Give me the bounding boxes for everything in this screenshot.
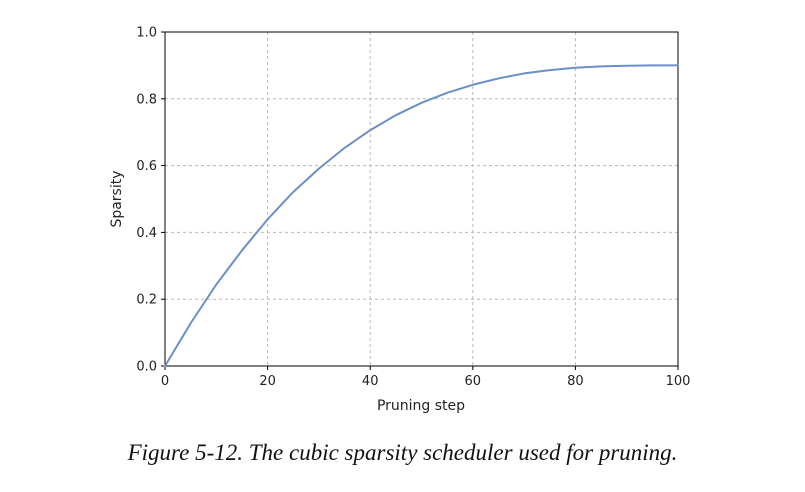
sparsity-series-line (164, 64, 679, 367)
x-axis-label: Pruning step (377, 398, 465, 414)
sparsity-chart: 0 20 40 60 80 100 0.0 0.2 0.4 0.6 0.8 1.0 Pruning s… (109, 26, 690, 415)
x-tick-label: 0 (161, 374, 169, 389)
y-tick-label: 0.2 (136, 293, 157, 308)
x-tick-label: 60 (465, 374, 482, 389)
y-tick-label: 0.4 (136, 226, 157, 241)
y-tick-label: 1.0 (136, 26, 157, 41)
x-tick-label: 80 (567, 374, 584, 389)
figure-caption: Figure 5-12. The cubic sparsity schedule… (127, 440, 678, 465)
x-tick-label: 40 (362, 374, 379, 389)
x-tick-label: 20 (259, 374, 276, 389)
axis-ticks: 0 20 40 60 80 100 0.0 0.2 0.4 0.6 0.8 1.0 (136, 26, 690, 390)
y-tick-label: 0.6 (136, 159, 157, 174)
plot-frame (164, 31, 679, 367)
series-layer (164, 64, 679, 367)
y-tick-label: 0.8 (136, 92, 157, 107)
x-tick-label: 100 (666, 374, 691, 389)
y-tick-label: 0.0 (136, 360, 157, 375)
grid-lines (164, 31, 679, 367)
y-axis-label: Sparsity (109, 170, 125, 227)
